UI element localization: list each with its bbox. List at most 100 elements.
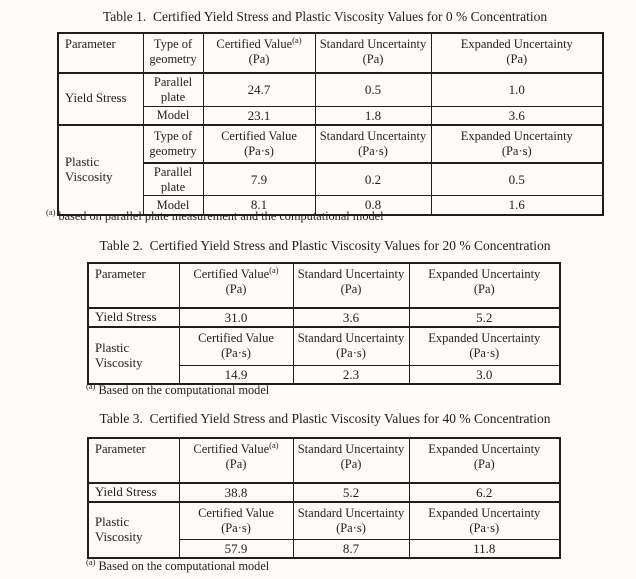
t1-sub-expanded-unit: (Pa·s): [501, 143, 532, 158]
t1-yield-label: Yield Stress: [57, 72, 144, 126]
t1-yield-pp-geometry: Parallel plate: [142, 72, 204, 107]
t2-yield-expanded: 5.2: [408, 307, 561, 329]
t1-viscosity-label: Plastic Viscosity: [57, 124, 144, 216]
t2-h-certified-line1: Certified Value(a): [184, 264, 289, 282]
t1-h-certified: Certified Value(a) (Pa): [202, 32, 316, 74]
t2-sub-expanded: Expanded Uncertainty (Pa·s): [408, 326, 561, 366]
t3-viscosity-subheader-row: Plastic Viscosity Certified Value (Pa·s)…: [87, 501, 561, 559]
t1-h-standard: Standard Uncertainty (Pa): [314, 32, 432, 74]
t2-yield-standard: 3.6: [292, 307, 410, 329]
footnote-marker-sup: (a): [292, 34, 302, 45]
table2-footnote: (a) Based on the computational model: [86, 382, 270, 398]
t1-visc-pp-certified: 7.9: [202, 162, 316, 197]
t1-sub-standard-text: Standard Uncertainty: [319, 128, 427, 143]
t3-h-standard-text: Standard Uncertainty: [297, 442, 405, 456]
footnote-marker-sup: (a): [269, 264, 279, 275]
t1-yield-model-expanded: 3.6: [430, 105, 604, 126]
t3-yield-row: Yield Stress 38.8 5.2 6.2: [87, 482, 561, 504]
t2-sub-certified: Certified Value (Pa·s): [178, 326, 294, 366]
t2-h-expanded-text: Expanded Uncertainty: [428, 267, 541, 281]
t2-viscosity-values-row: 14.9 2.3 3.0: [88, 364, 561, 385]
t1-viscosity-subheader-row: Plastic Viscosity Type of geometry Certi…: [57, 124, 604, 216]
t2-h-expanded: Expanded Uncertainty (Pa): [408, 262, 561, 309]
t3-h-certified: Certified Value(a) (Pa): [178, 437, 294, 484]
t1-sub-expanded-text: Expanded Uncertainty: [460, 128, 573, 143]
table3-caption: Table 3. Certified Yield Stress and Plas…: [99, 411, 551, 426]
t3-h-certified-line1: Certified Value(a): [184, 439, 289, 457]
t2-sub-expanded-text: Expanded Uncertainty: [428, 331, 541, 346]
t1-yield-model-row: Model 23.1 1.8 3.6: [58, 105, 604, 126]
t1-h-expanded-text: Expanded Uncertainty: [460, 37, 573, 51]
t3-yield-label: Yield Stress: [87, 482, 180, 504]
t1-h-certified-text: Certified Value: [216, 37, 293, 51]
t3-yield-certified: 38.8: [178, 482, 294, 504]
t2-sub-standard: Standard Uncertainty (Pa·s): [292, 326, 410, 366]
t2-h-parameter: Parameter: [87, 262, 180, 309]
t1-viscosity-parallel-row: Parallel plate 7.9 0.2 0.5: [58, 162, 604, 197]
t3-sub-expanded-text: Expanded Uncertainty: [428, 506, 541, 521]
t3-h-expanded: Expanded Uncertainty (Pa): [408, 437, 561, 484]
t3-sub-expanded: Expanded Uncertainty (Pa·s): [408, 501, 561, 540]
t1-sub-certified-unit: (Pa·s): [244, 143, 274, 158]
t1-h-standard-unit: (Pa): [362, 51, 384, 66]
t3-sub-standard: Standard Uncertainty (Pa·s): [292, 501, 410, 540]
t2-h-certified: Certified Value(a) (Pa): [178, 262, 294, 309]
t2-visc-standard: 2.3: [292, 364, 410, 385]
t1-yield-pp-standard: 0.5: [314, 72, 432, 107]
footnote-marker-sup: (a): [269, 439, 279, 450]
t3-sub-expanded-unit: (Pa·s): [469, 521, 500, 536]
t3-h-parameter: Parameter: [87, 437, 180, 484]
t1-yield-pp-certified: 24.7: [202, 72, 316, 107]
t3-visc-expanded: 11.8: [408, 538, 561, 559]
t1-sub-standard: Standard Uncertainty (Pa·s): [314, 124, 432, 164]
table1-footnote-marker: (a): [46, 206, 56, 217]
t2-sub-certified-unit: (Pa·s): [221, 346, 251, 361]
t1-h-expanded-unit: (Pa): [506, 51, 528, 66]
t3-h-certified-text: Certified Value: [193, 442, 270, 456]
t1-sub-standard-unit: (Pa·s): [358, 143, 388, 158]
t1-yield-parallel-row: Yield Stress Parallel plate 24.7 0.5 1.0: [57, 72, 604, 126]
table2-footnote-text: Based on the computational model: [98, 383, 270, 397]
t1-h-certified-unit: (Pa): [248, 51, 270, 66]
t2-sub-expanded-unit: (Pa·s): [469, 346, 500, 361]
t3-yield-expanded: 6.2: [408, 482, 561, 504]
t1-yield-model-certified: 23.1: [202, 105, 316, 126]
t2-header-row: Parameter Certified Value(a) (Pa) Standa…: [87, 262, 561, 309]
t2-yield-row: Yield Stress 31.0 3.6 5.2: [87, 307, 561, 329]
table3-footnote-marker: (a): [86, 556, 96, 567]
table1-footnote: (a) based on parallel plate measurement a…: [46, 206, 384, 224]
table1-caption: Table 1. Certified Yield Stress and Plas…: [102, 9, 548, 24]
t2-h-standard-text: Standard Uncertainty: [297, 267, 405, 281]
t2-yield-certified: 31.0: [178, 307, 294, 329]
t2-h-standard: Standard Uncertainty (Pa): [292, 262, 410, 309]
t2-h-certified-unit: (Pa): [225, 281, 247, 296]
t1-visc-model-expanded: 1.6: [430, 195, 604, 216]
table2-caption: Table 2. Certified Yield Stress and Plas…: [99, 238, 551, 253]
t3-h-standard: Standard Uncertainty (Pa): [292, 437, 410, 484]
t3-h-standard-unit: (Pa): [340, 456, 362, 471]
t1-h-standard-text: Standard Uncertainty: [319, 37, 427, 51]
t3-viscosity-label: Plastic Viscosity: [87, 501, 180, 559]
t1-yield-model-geometry: Model: [142, 105, 204, 126]
t1-viscosity-model-row: Model 8.1 0.8 1.6: [58, 195, 604, 216]
t2-sub-standard-unit: (Pa·s): [336, 346, 366, 361]
t2-yield-label: Yield Stress: [87, 307, 180, 329]
t3-sub-certified-text: Certified Value: [198, 506, 274, 521]
t1-sub-expanded: Expanded Uncertainty (Pa·s): [430, 124, 604, 164]
t2-visc-certified: 14.9: [178, 364, 294, 385]
t1-sub-certified: Certified Value (Pa·s): [202, 124, 316, 164]
t2-viscosity-subheader-row: Plastic Viscosity Certified Value (Pa·s)…: [87, 326, 561, 385]
t2-visc-expanded: 3.0: [408, 364, 561, 385]
t1-yield-pp-expanded: 1.0: [430, 72, 604, 107]
t3-h-expanded-text: Expanded Uncertainty: [428, 442, 541, 456]
t1-visc-pp-geometry: Parallel plate: [142, 162, 204, 197]
t1-header-row: Parameter Type of geometry Certified Val…: [57, 32, 604, 74]
t2-sub-standard-text: Standard Uncertainty: [297, 331, 405, 346]
t3-h-certified-unit: (Pa): [225, 456, 247, 471]
t1-h-certified-line1: Certified Value(a): [208, 34, 311, 52]
t1-yield-model-standard: 1.8: [314, 105, 432, 126]
table2: Parameter Certified Value(a) (Pa) Standa…: [87, 262, 561, 386]
t2-viscosity-label: Plastic Viscosity: [87, 326, 180, 385]
table1: Parameter Type of geometry Certified Val…: [57, 32, 604, 216]
t1-sub-geometry: Type of geometry: [142, 124, 204, 164]
